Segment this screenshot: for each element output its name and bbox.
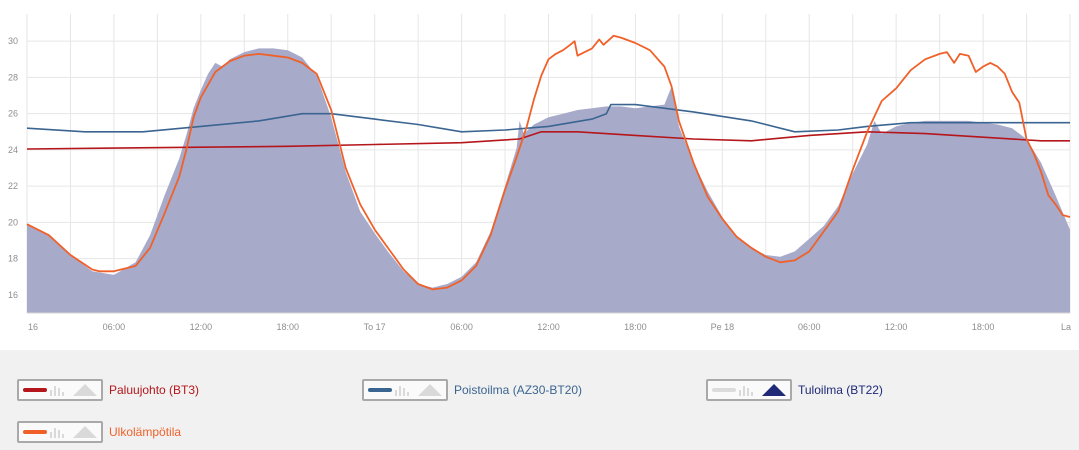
x-tick-label: 06:00 [103,322,126,332]
series-ulko-line [26,34,1071,291]
chart-legend: Paluujohto (BT3) Poistoilma (AZ30-BT20) … [0,350,1079,450]
line-series-icon [17,379,103,401]
y-tick-label: 24 [8,145,18,155]
y-tick-label: 26 [8,109,18,119]
legend-item-tuloilma[interactable]: Tuloilma (BT22) [706,378,883,402]
x-tick-label: 12:00 [190,322,213,332]
y-tick-label: 18 [8,254,18,264]
legend-item-ulko[interactable]: Ulkolämpötila [17,420,181,444]
legend-label-paluujohto: Paluujohto (BT3) [109,383,200,397]
series-poistoilma-line [26,103,1070,133]
temperature-chart: 16 18 20 22 24 26 28 30 16 06:00 12:00 18:00 To 17 06… [8,14,1071,332]
x-tick-label: 06:00 [798,322,821,332]
legend-label-poistoilma: Poistoilma (AZ30-BT20) [454,383,583,397]
y-tick-label: 28 [8,72,18,82]
legend-label-ulko: Ulkolämpötila [109,425,182,439]
x-tick-label: 16 [28,322,38,332]
legend-item-paluujohto[interactable]: Paluujohto (BT3) [17,378,199,402]
x-tick-label: 18:00 [276,322,299,332]
legend-item-poistoilma[interactable]: Poistoilma (AZ30-BT20) [362,378,582,402]
x-tick-label: 12:00 [537,322,560,332]
x-tick-label: Pe 18 [711,322,735,332]
series-tuloilma-area [27,48,1070,314]
y-tick-label: 20 [8,217,18,227]
y-tick-label: 16 [8,290,18,300]
x-tick-label: 06:00 [450,322,473,332]
chart-area: 16 18 20 22 24 26 28 30 16 06:00 12:00 18:00 To 17 06… [0,0,1079,350]
x-tick-label: 18:00 [624,322,647,332]
x-tick-label: La [1061,322,1071,332]
area-series-icon [706,379,792,401]
line-series-icon [17,421,103,443]
y-tick-label: 30 [8,36,18,46]
line-series-icon [362,379,448,401]
y-tick-label: 22 [8,181,18,191]
x-tick-label: 18:00 [972,322,995,332]
x-tick-label: 12:00 [885,322,908,332]
x-tick-label: To 17 [364,322,386,332]
series-paluujohto-line [26,131,1070,150]
legend-label-tuloilma: Tuloilma (BT22) [798,383,883,397]
